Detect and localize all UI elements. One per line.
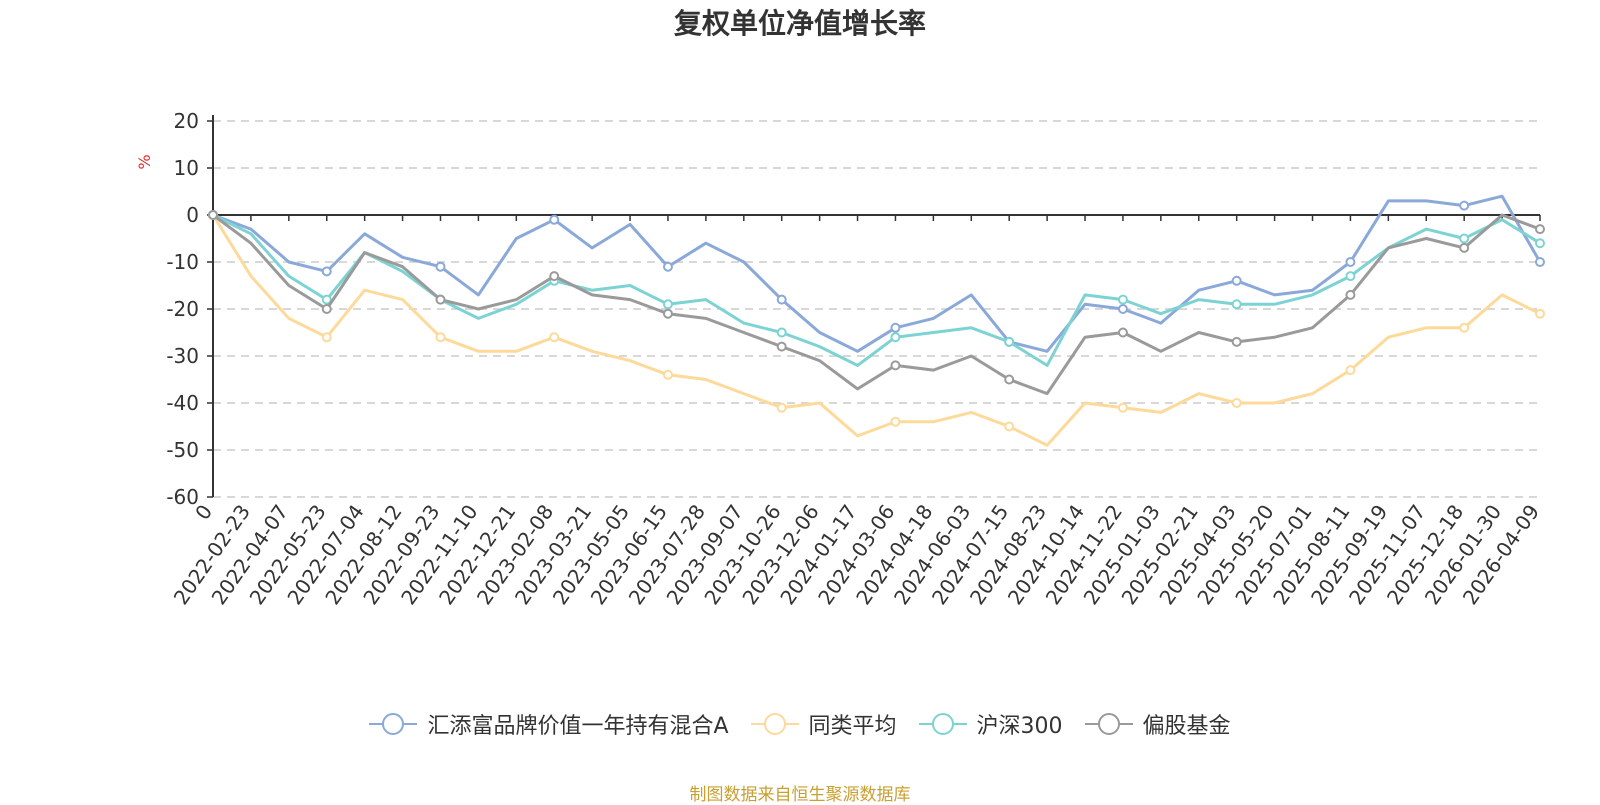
- series-point: [1459, 242, 1470, 253]
- series-line: [212, 194, 1542, 353]
- series-point: [321, 266, 332, 277]
- series-point: [662, 261, 673, 272]
- legend-symbol-icon: [918, 713, 967, 735]
- series-point: [435, 261, 446, 272]
- series-point: [890, 416, 901, 427]
- series-point: [1231, 398, 1242, 408]
- series-point: [776, 402, 787, 413]
- series-line: [212, 213, 1541, 367]
- y-tick-label: -30: [166, 344, 199, 368]
- series-point: [1004, 336, 1015, 347]
- series-point: [321, 304, 332, 314]
- source-note: 制图数据来自恒生聚源数据库: [689, 785, 911, 805]
- chart-title: 复权单位净值增长率: [673, 7, 926, 40]
- y-tick-label: -50: [166, 438, 199, 462]
- series-point: [1004, 374, 1015, 385]
- series-point: [1231, 299, 1242, 310]
- series-point: [208, 210, 218, 220]
- series-point: [776, 341, 787, 352]
- grid-lines: [213, 120, 1540, 498]
- y-tick-label: -20: [166, 297, 199, 321]
- series-point: [1117, 304, 1128, 314]
- legend-symbol-icon: [750, 713, 799, 735]
- series-point: [1535, 224, 1545, 235]
- series-point: [662, 308, 673, 319]
- y-axis-unit: %: [135, 154, 154, 169]
- series-point: [776, 327, 787, 338]
- legend-symbol-icon: [369, 713, 418, 735]
- series-point: [321, 294, 332, 305]
- series-line: [212, 213, 1541, 396]
- series-line: [211, 214, 1541, 447]
- series-point: [1117, 327, 1128, 338]
- series-point: [1459, 200, 1470, 211]
- legend-label: 汇添富品牌价值一年持有混合A: [427, 714, 729, 739]
- series-point: [890, 332, 901, 343]
- series-point: [1459, 322, 1470, 333]
- y-tick-label: 20: [174, 109, 199, 133]
- legend-item[interactable]: 汇添富品牌价值一年持有混合A: [369, 708, 729, 740]
- series-point: [1231, 275, 1242, 286]
- legend: 汇添富品牌价值一年持有混合A 同类平均 沪深300 偏股基金: [0, 708, 1600, 740]
- chart-canvas: 20100-10-20-30-40-50-6002022-02-232022-0…: [135, 109, 1545, 609]
- series-point: [1535, 257, 1545, 267]
- series-point: [1117, 294, 1128, 305]
- series-point: [1345, 257, 1356, 267]
- legend-item[interactable]: 偏股基金: [1084, 708, 1231, 740]
- series-point: [1535, 238, 1545, 249]
- series-point: [776, 294, 787, 305]
- x-tick-label: 0: [190, 500, 217, 524]
- legend-item[interactable]: 沪深300: [918, 708, 1063, 740]
- series-point: [1004, 421, 1015, 432]
- series-point: [662, 369, 673, 380]
- series-point: [1345, 271, 1356, 282]
- series-point: [549, 332, 560, 343]
- y-tick-label: 10: [174, 156, 199, 180]
- legend-label: 偏股基金: [1142, 714, 1231, 739]
- y-tick-label: -40: [166, 391, 199, 415]
- legend-item[interactable]: 同类平均: [750, 708, 897, 740]
- axes: 20100-10-20-30-40-50-6002022-02-232022-0…: [166, 109, 1544, 609]
- series-point: [1117, 402, 1128, 413]
- legend-label: 沪深300: [976, 714, 1063, 739]
- series-point: [435, 332, 446, 343]
- y-tick-label: 0: [186, 203, 199, 227]
- y-tick-label: -10: [166, 250, 199, 274]
- series-point: [549, 214, 560, 225]
- series-point: [890, 322, 901, 333]
- legend-label: 同类平均: [808, 714, 897, 739]
- series-point: [321, 332, 332, 343]
- series-lines: [208, 194, 1545, 447]
- series-point: [435, 294, 446, 305]
- series-point: [890, 360, 901, 371]
- series-point: [1535, 308, 1545, 319]
- legend-symbol-icon: [1084, 713, 1133, 735]
- series-point: [1231, 336, 1242, 347]
- series-point: [1345, 289, 1356, 300]
- series-point: [662, 299, 673, 310]
- series-point: [1345, 365, 1356, 376]
- series-point: [549, 271, 560, 282]
- series-point: [1459, 233, 1470, 244]
- y-tick-label: -60: [166, 485, 199, 509]
